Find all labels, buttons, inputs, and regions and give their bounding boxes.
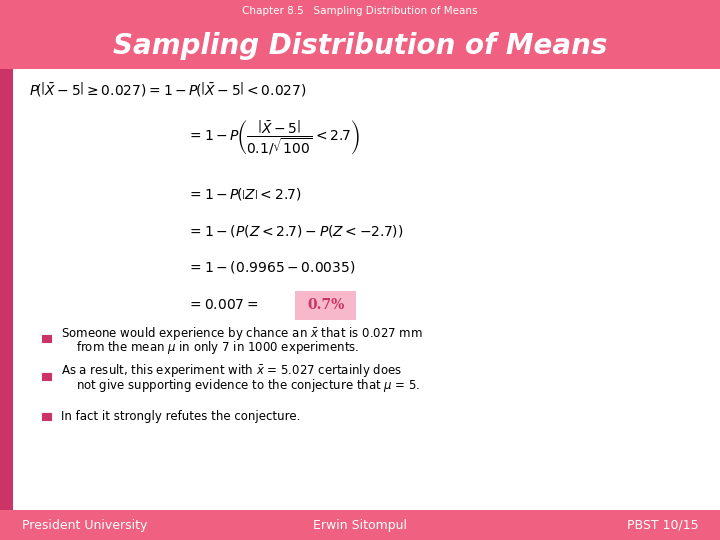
FancyBboxPatch shape — [295, 291, 356, 320]
Bar — [0, 23, 720, 69]
Bar — [0, 69, 13, 510]
Bar — [0, 0, 720, 23]
Text: PBST 10/15: PBST 10/15 — [627, 518, 698, 532]
Bar — [42, 373, 52, 380]
Text: $=1-\left(P(Z<2.7)-P(Z<-2.7)\right)$: $=1-\left(P(Z<2.7)-P(Z<-2.7)\right)$ — [187, 223, 404, 239]
Text: Someone would experience by chance an $\bar{x}$ that is 0.027 mm: Someone would experience by chance an $\… — [61, 325, 423, 342]
Text: As a result, this experiment with $\bar{x}$ = 5.027 certainly does: As a result, this experiment with $\bar{… — [61, 362, 402, 380]
Text: In fact it strongly refutes the conjecture.: In fact it strongly refutes the conjectu… — [61, 410, 300, 423]
Text: Erwin Sitompul: Erwin Sitompul — [313, 518, 407, 532]
Bar — [0, 510, 720, 540]
Text: Chapter 8.5   Sampling Distribution of Means: Chapter 8.5 Sampling Distribution of Mea… — [242, 6, 478, 16]
Text: $=1-\left(0.9965-0.0035\right)$: $=1-\left(0.9965-0.0035\right)$ — [187, 259, 356, 275]
Text: 0.7%: 0.7% — [307, 298, 344, 312]
Text: from the mean $\mu$ in only 7 in 1000 experiments.: from the mean $\mu$ in only 7 in 1000 ex… — [76, 339, 359, 356]
Text: $=1-P\!\left(\left|Z\right|<2.7\right)$: $=1-P\!\left(\left|Z\right|<2.7\right)$ — [187, 186, 302, 202]
Text: $=1-P\!\left(\dfrac{\left|\bar{X}-5\right|}{0.1/\sqrt{100}}<2.7\right)$: $=1-P\!\left(\dfrac{\left|\bar{X}-5\righ… — [187, 119, 360, 157]
Text: not give supporting evidence to the conjecture that $\mu$ = 5.: not give supporting evidence to the conj… — [76, 376, 420, 394]
Text: $P\!\left(\left|\bar{X}-5\right|\geq 0.027\right)=1-P\!\left(\left|\bar{X}-5\rig: $P\!\left(\left|\bar{X}-5\right|\geq 0.0… — [29, 80, 307, 98]
Bar — [42, 414, 52, 420]
Text: $=0.007=$: $=0.007=$ — [187, 298, 258, 312]
Text: President University: President University — [22, 518, 147, 532]
Bar — [42, 335, 52, 342]
Text: Sampling Distribution of Means: Sampling Distribution of Means — [113, 32, 607, 59]
